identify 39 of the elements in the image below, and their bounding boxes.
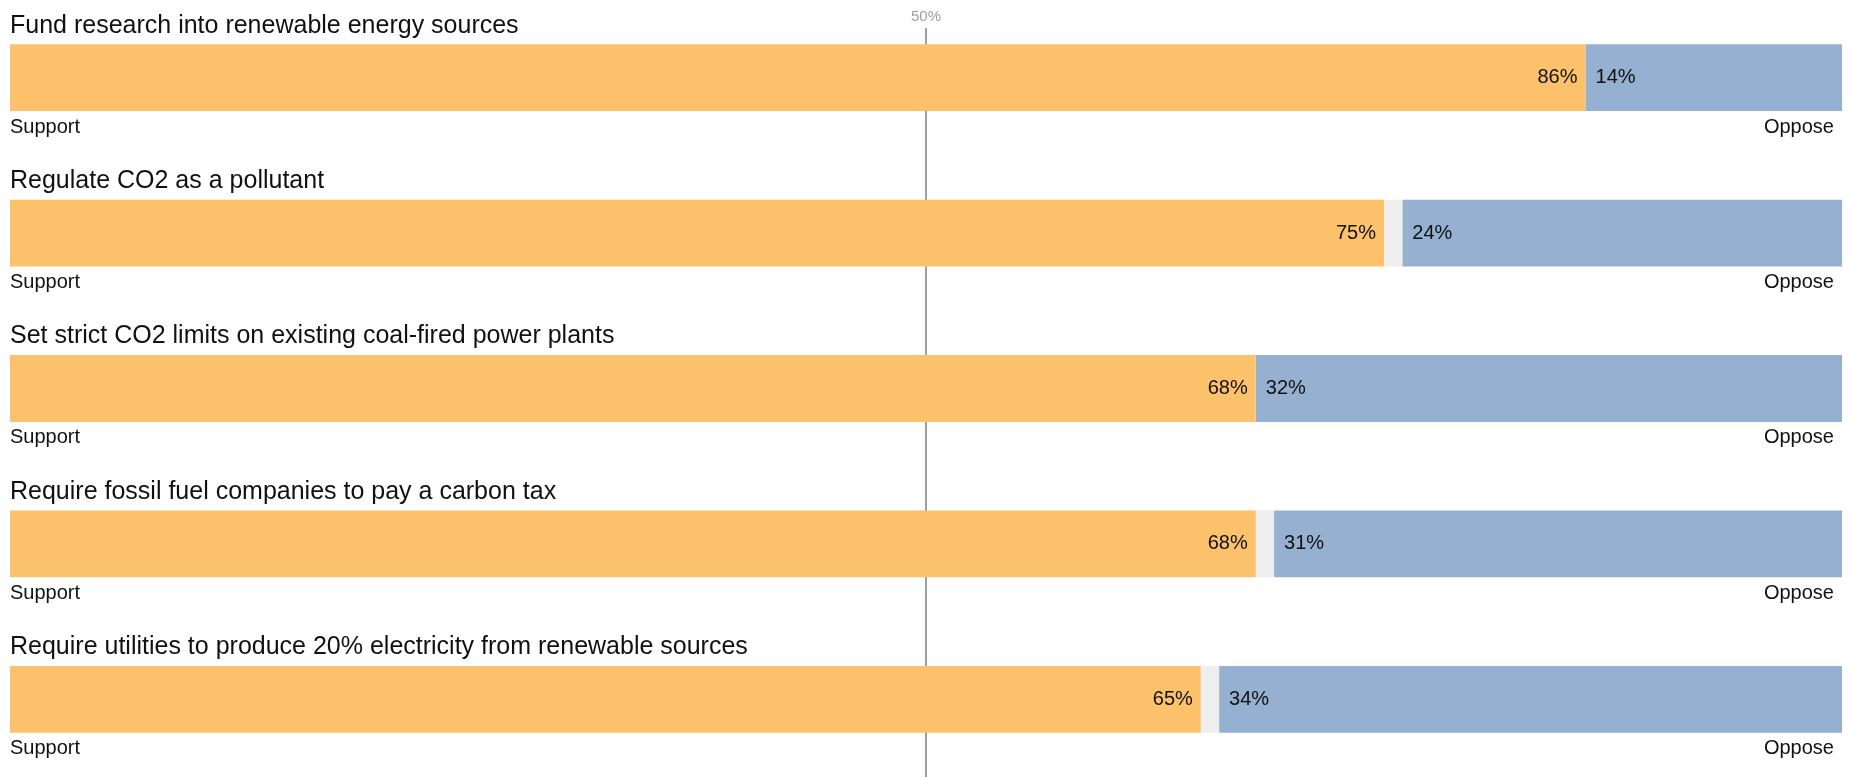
y-tick-label: Fund research into renewable energy sources bbox=[10, 9, 519, 38]
data-label: 34% bbox=[1229, 686, 1270, 709]
data-label: 65% bbox=[1152, 686, 1194, 709]
bar bbox=[10, 665, 1201, 733]
text: Oppose bbox=[1763, 580, 1834, 603]
data-label: 68% bbox=[1207, 376, 1248, 399]
text: Support bbox=[10, 736, 81, 759]
data-label: 75% bbox=[1335, 220, 1377, 243]
bar bbox=[1384, 199, 1403, 267]
y-tick-label: Require fossil fuel companies to pay a carbon tax bbox=[10, 475, 557, 504]
text: Oppose bbox=[1763, 114, 1834, 137]
bar bbox=[1200, 665, 1220, 733]
text: Oppose bbox=[1763, 425, 1834, 448]
y-tick-label: Set strict CO2 limits on existing coal-fired power plants bbox=[10, 320, 615, 349]
data-label: 31% bbox=[1284, 531, 1325, 554]
bar bbox=[1255, 355, 1842, 422]
y-tick-label: Regulate CO2 as a pollutant bbox=[10, 165, 325, 194]
series-label: Support bbox=[10, 270, 81, 293]
text: Support bbox=[10, 114, 81, 137]
bar bbox=[1585, 44, 1842, 112]
ref-line-label: 50% bbox=[910, 6, 942, 24]
bar bbox=[10, 44, 1586, 112]
data-label: 24% bbox=[1412, 220, 1453, 243]
text: Support bbox=[10, 425, 81, 448]
bar bbox=[10, 510, 1256, 578]
text: Oppose bbox=[1763, 736, 1834, 759]
bar bbox=[1274, 510, 1842, 578]
y-tick-label: Require utilities to produce 20% electricity from renewable sources bbox=[10, 631, 748, 660]
data-label: 86% bbox=[1537, 65, 1578, 88]
series-label: Oppose bbox=[1763, 270, 1834, 293]
bar bbox=[1255, 510, 1275, 578]
data-label: 14% bbox=[1595, 65, 1636, 88]
bar bbox=[10, 199, 1384, 267]
bar bbox=[1402, 199, 1842, 267]
bar bbox=[1219, 665, 1842, 733]
bar bbox=[10, 355, 1256, 422]
text: Support bbox=[10, 580, 81, 603]
data-label: 68% bbox=[1207, 531, 1248, 554]
data-label: 32% bbox=[1265, 376, 1307, 399]
